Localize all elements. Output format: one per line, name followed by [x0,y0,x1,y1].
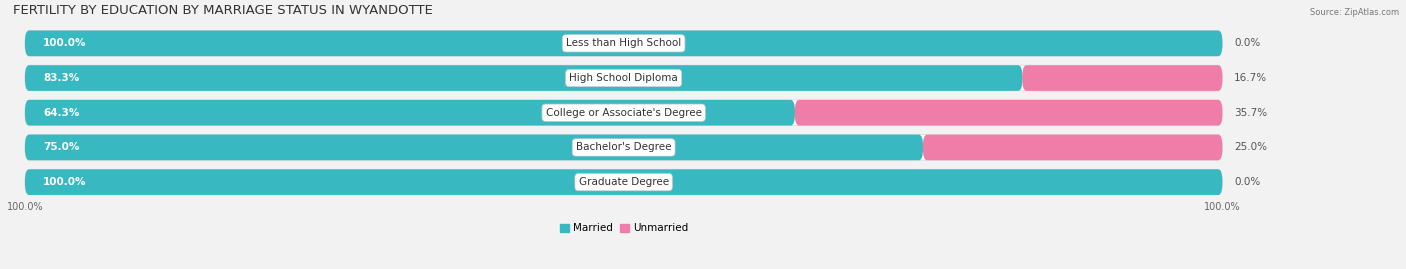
Text: College or Associate's Degree: College or Associate's Degree [546,108,702,118]
FancyBboxPatch shape [25,30,1222,56]
Text: 64.3%: 64.3% [44,108,79,118]
FancyBboxPatch shape [25,134,924,160]
FancyBboxPatch shape [922,134,1222,160]
FancyBboxPatch shape [25,100,794,126]
Text: 35.7%: 35.7% [1234,108,1267,118]
FancyBboxPatch shape [25,65,1022,91]
Text: FERTILITY BY EDUCATION BY MARRIAGE STATUS IN WYANDOTTE: FERTILITY BY EDUCATION BY MARRIAGE STATU… [13,4,433,17]
Text: 100.0%: 100.0% [44,38,87,48]
Text: 0.0%: 0.0% [1234,177,1260,187]
Text: 0.0%: 0.0% [1234,38,1260,48]
FancyBboxPatch shape [25,134,1222,160]
FancyBboxPatch shape [25,169,1222,195]
Text: 100.0%: 100.0% [44,177,87,187]
Text: 100.0%: 100.0% [7,202,44,212]
Legend: Married, Unmarried: Married, Unmarried [555,219,693,238]
Text: Source: ZipAtlas.com: Source: ZipAtlas.com [1310,8,1399,17]
Text: 75.0%: 75.0% [44,142,79,153]
Text: Graduate Degree: Graduate Degree [579,177,669,187]
Text: 83.3%: 83.3% [44,73,79,83]
FancyBboxPatch shape [25,65,1222,91]
Text: High School Diploma: High School Diploma [569,73,678,83]
FancyBboxPatch shape [25,30,1222,56]
FancyBboxPatch shape [794,100,1222,126]
FancyBboxPatch shape [1022,65,1222,91]
FancyBboxPatch shape [25,169,1222,195]
Text: 25.0%: 25.0% [1234,142,1267,153]
Text: Less than High School: Less than High School [567,38,682,48]
Text: 16.7%: 16.7% [1234,73,1267,83]
Text: Bachelor's Degree: Bachelor's Degree [576,142,672,153]
FancyBboxPatch shape [25,100,1222,126]
Text: 100.0%: 100.0% [1204,202,1240,212]
